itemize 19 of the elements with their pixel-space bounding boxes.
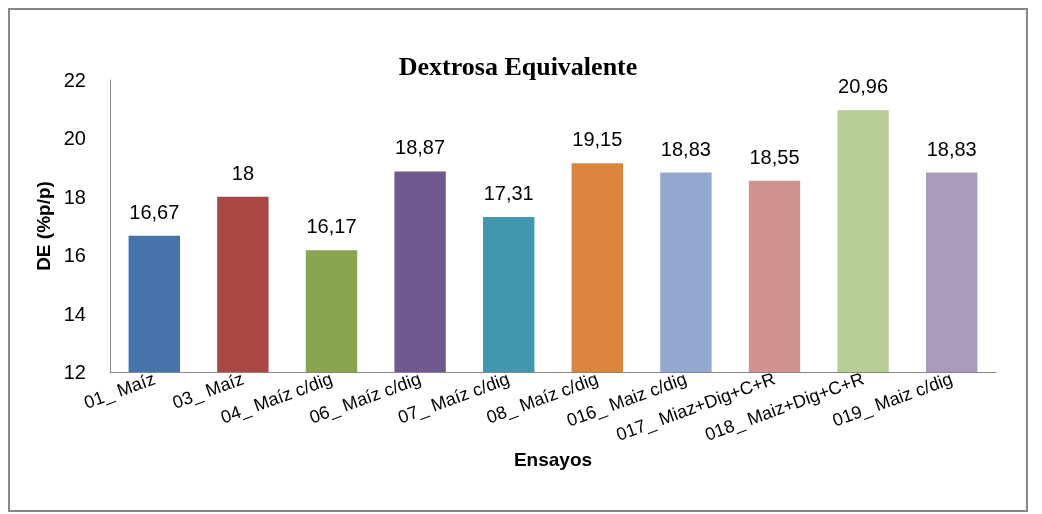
y-tick-label: 20 [63,127,86,150]
y-tick-label: 12 [63,361,86,383]
x-axis-title: Ensayos [513,449,593,470]
data-label: 18,83 [660,137,711,160]
data-label: 18 [231,161,255,184]
y-tick-label: 14 [63,302,86,325]
data-label: 16,17 [306,215,357,238]
y-tick-label: 16 [63,244,86,267]
data-label: 16,67 [129,200,180,223]
data-label: 20,96 [838,75,889,98]
y-tick-label: 22 [63,69,86,91]
data-label: 19,15 [572,128,623,151]
data-label: 18,83 [926,137,977,160]
chart-title: Dextrosa Equivalente [398,51,638,81]
data-label: 17,31 [483,181,534,204]
data-label: 18,87 [395,136,446,159]
data-label: 18,55 [749,145,800,168]
y-tick-label: 18 [63,185,86,208]
y-axis-title: DE (%p/p) [32,181,54,271]
